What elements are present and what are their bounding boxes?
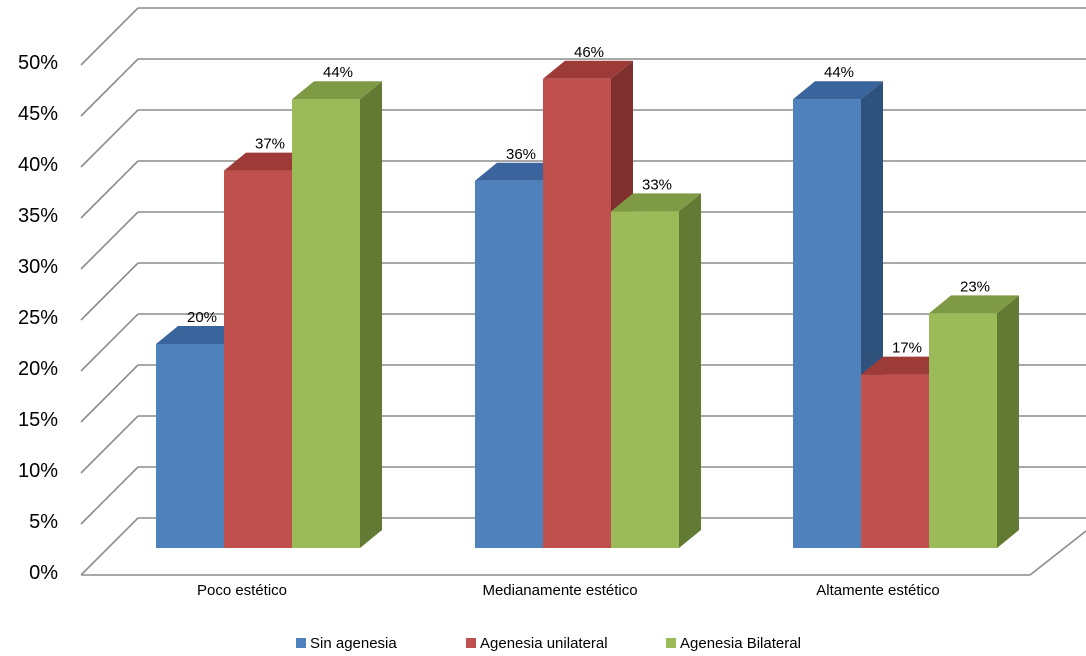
- bar-top: [156, 326, 246, 344]
- data-label: 44%: [824, 64, 854, 81]
- y-tick-label: 30%: [18, 256, 58, 278]
- x-category-label: Altamente estético: [816, 582, 939, 599]
- bar-front: [224, 170, 292, 548]
- bars: [156, 60, 1019, 549]
- y-tick-label: 50%: [18, 52, 58, 74]
- x-axis-categories: Poco estético Medianamente estético Altame…: [197, 582, 940, 599]
- legend-swatch: [666, 638, 676, 648]
- x-category-label: Poco estético: [197, 582, 287, 599]
- legend-item: Agenesia Bilateral: [666, 635, 801, 652]
- legend-swatch: [466, 638, 476, 648]
- bar-front: [929, 313, 997, 548]
- bar-front: [156, 344, 224, 548]
- bar-top: [929, 295, 1019, 314]
- gridline-depth: [80, 109, 139, 168]
- bar-front: [543, 78, 611, 549]
- y-tick-label: 15%: [18, 409, 58, 431]
- gridline-depth: [80, 517, 139, 576]
- data-label: 20%: [187, 309, 217, 326]
- gridline-depth: [80, 415, 139, 474]
- bar-top: [543, 60, 633, 79]
- data-label: 44%: [323, 64, 353, 81]
- bar-top: [793, 81, 883, 100]
- legend-item: Agenesia unilateral: [466, 635, 608, 652]
- y-tick-label: 5%: [29, 511, 58, 533]
- bar: [292, 81, 382, 548]
- bar-front: [475, 180, 543, 549]
- bar-front: [861, 374, 929, 548]
- y-tick-label: 40%: [18, 154, 58, 176]
- data-label: 46%: [574, 44, 604, 61]
- y-tick-label: 20%: [18, 358, 58, 380]
- legend-swatch: [296, 638, 306, 648]
- y-tick-label: 35%: [18, 205, 58, 227]
- bar-top: [861, 356, 951, 375]
- floor-right-edge: [1029, 530, 1086, 576]
- data-label: 23%: [960, 278, 990, 295]
- gridline-depth: [80, 58, 139, 117]
- legend: Sin agenesia Agenesia unilateral Agenesia …: [296, 635, 801, 652]
- bar: [611, 193, 701, 548]
- y-axis-ticks: 0% 5% 10% 15% 20% 25% 30% 35% 40% 45% 50%: [18, 52, 58, 584]
- legend-label: Sin agenesia: [310, 635, 397, 652]
- data-label: 17%: [892, 340, 922, 357]
- legend-label: Agenesia unilateral: [480, 635, 608, 652]
- y-tick-label: 0%: [29, 562, 58, 584]
- bar-top: [292, 81, 382, 100]
- gridline-depth: [80, 211, 139, 270]
- gridline-depth: [80, 160, 139, 219]
- y-tick-label: 10%: [18, 460, 58, 482]
- gridline-depth: [80, 313, 139, 372]
- bar-side: [360, 81, 382, 548]
- gridline-depth: [80, 466, 139, 525]
- data-label: 33%: [642, 176, 672, 193]
- bar-front: [292, 99, 360, 548]
- gridline-depth: [80, 7, 139, 66]
- legend-item: Sin agenesia: [296, 635, 397, 652]
- gridline-depth: [80, 262, 139, 321]
- x-category-label: Medianamente estético: [482, 582, 637, 599]
- bar: [929, 295, 1019, 548]
- y-tick-label: 25%: [18, 307, 58, 329]
- legend-label: Agenesia Bilateral: [680, 635, 801, 652]
- bar-side: [679, 193, 701, 548]
- bar-top: [475, 162, 565, 181]
- gridline-depth: [80, 364, 139, 423]
- y-tick-label: 45%: [18, 103, 58, 125]
- data-label: 37%: [255, 136, 285, 153]
- bar-front: [793, 99, 861, 548]
- bar-side: [997, 295, 1019, 548]
- bar-top: [611, 193, 701, 212]
- data-labels: 20% 37% 44% 36% 46% 33% 44% 17% 23%: [187, 44, 990, 357]
- bar-front: [611, 211, 679, 548]
- bar-top: [224, 152, 314, 171]
- data-label: 36%: [506, 146, 536, 163]
